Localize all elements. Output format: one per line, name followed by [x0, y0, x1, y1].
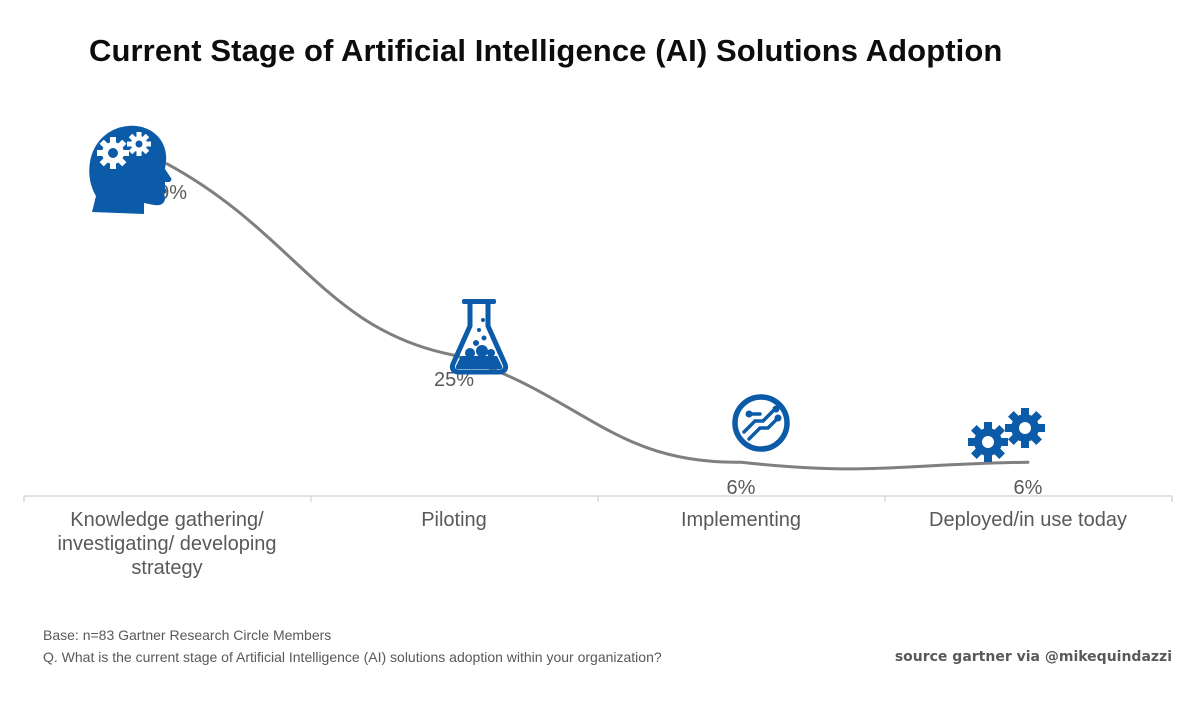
- category-label-implementing: Implementing: [680, 509, 802, 531]
- brain-gears-icon: [89, 125, 172, 214]
- source-credit: source gartner via @mikequindazzi: [894, 649, 1172, 665]
- gears-icon: [968, 408, 1045, 462]
- circuit-icon: [732, 394, 790, 452]
- data-label: 6%: [726, 477, 756, 500]
- category-label-knowledge: Knowledge gathering/ investigating/ deve…: [57, 509, 277, 579]
- footnote-base: Base: n=83 Gartner Research Circle Membe…: [43, 627, 332, 643]
- flask-icon: [449, 299, 509, 375]
- chart-title: Current Stage of Artificial Intelligence…: [89, 33, 1003, 68]
- data-label: 6%: [1013, 477, 1043, 500]
- series-line: [165, 162, 1030, 471]
- footnote-question: Q. What is the current stage of Artifici…: [43, 649, 662, 665]
- category-label-piloting: Piloting: [421, 509, 487, 531]
- category-label-deployed: Deployed/in use today: [929, 509, 1127, 531]
- data-label: 25%: [433, 369, 475, 392]
